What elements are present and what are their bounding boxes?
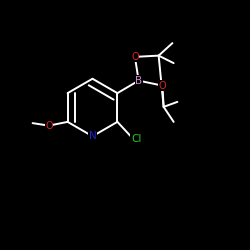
Text: O: O [45, 121, 53, 130]
Text: B: B [135, 76, 142, 86]
Text: O: O [131, 52, 139, 62]
Text: O: O [158, 80, 166, 90]
Text: N: N [88, 131, 96, 141]
Text: Cl: Cl [131, 134, 141, 144]
